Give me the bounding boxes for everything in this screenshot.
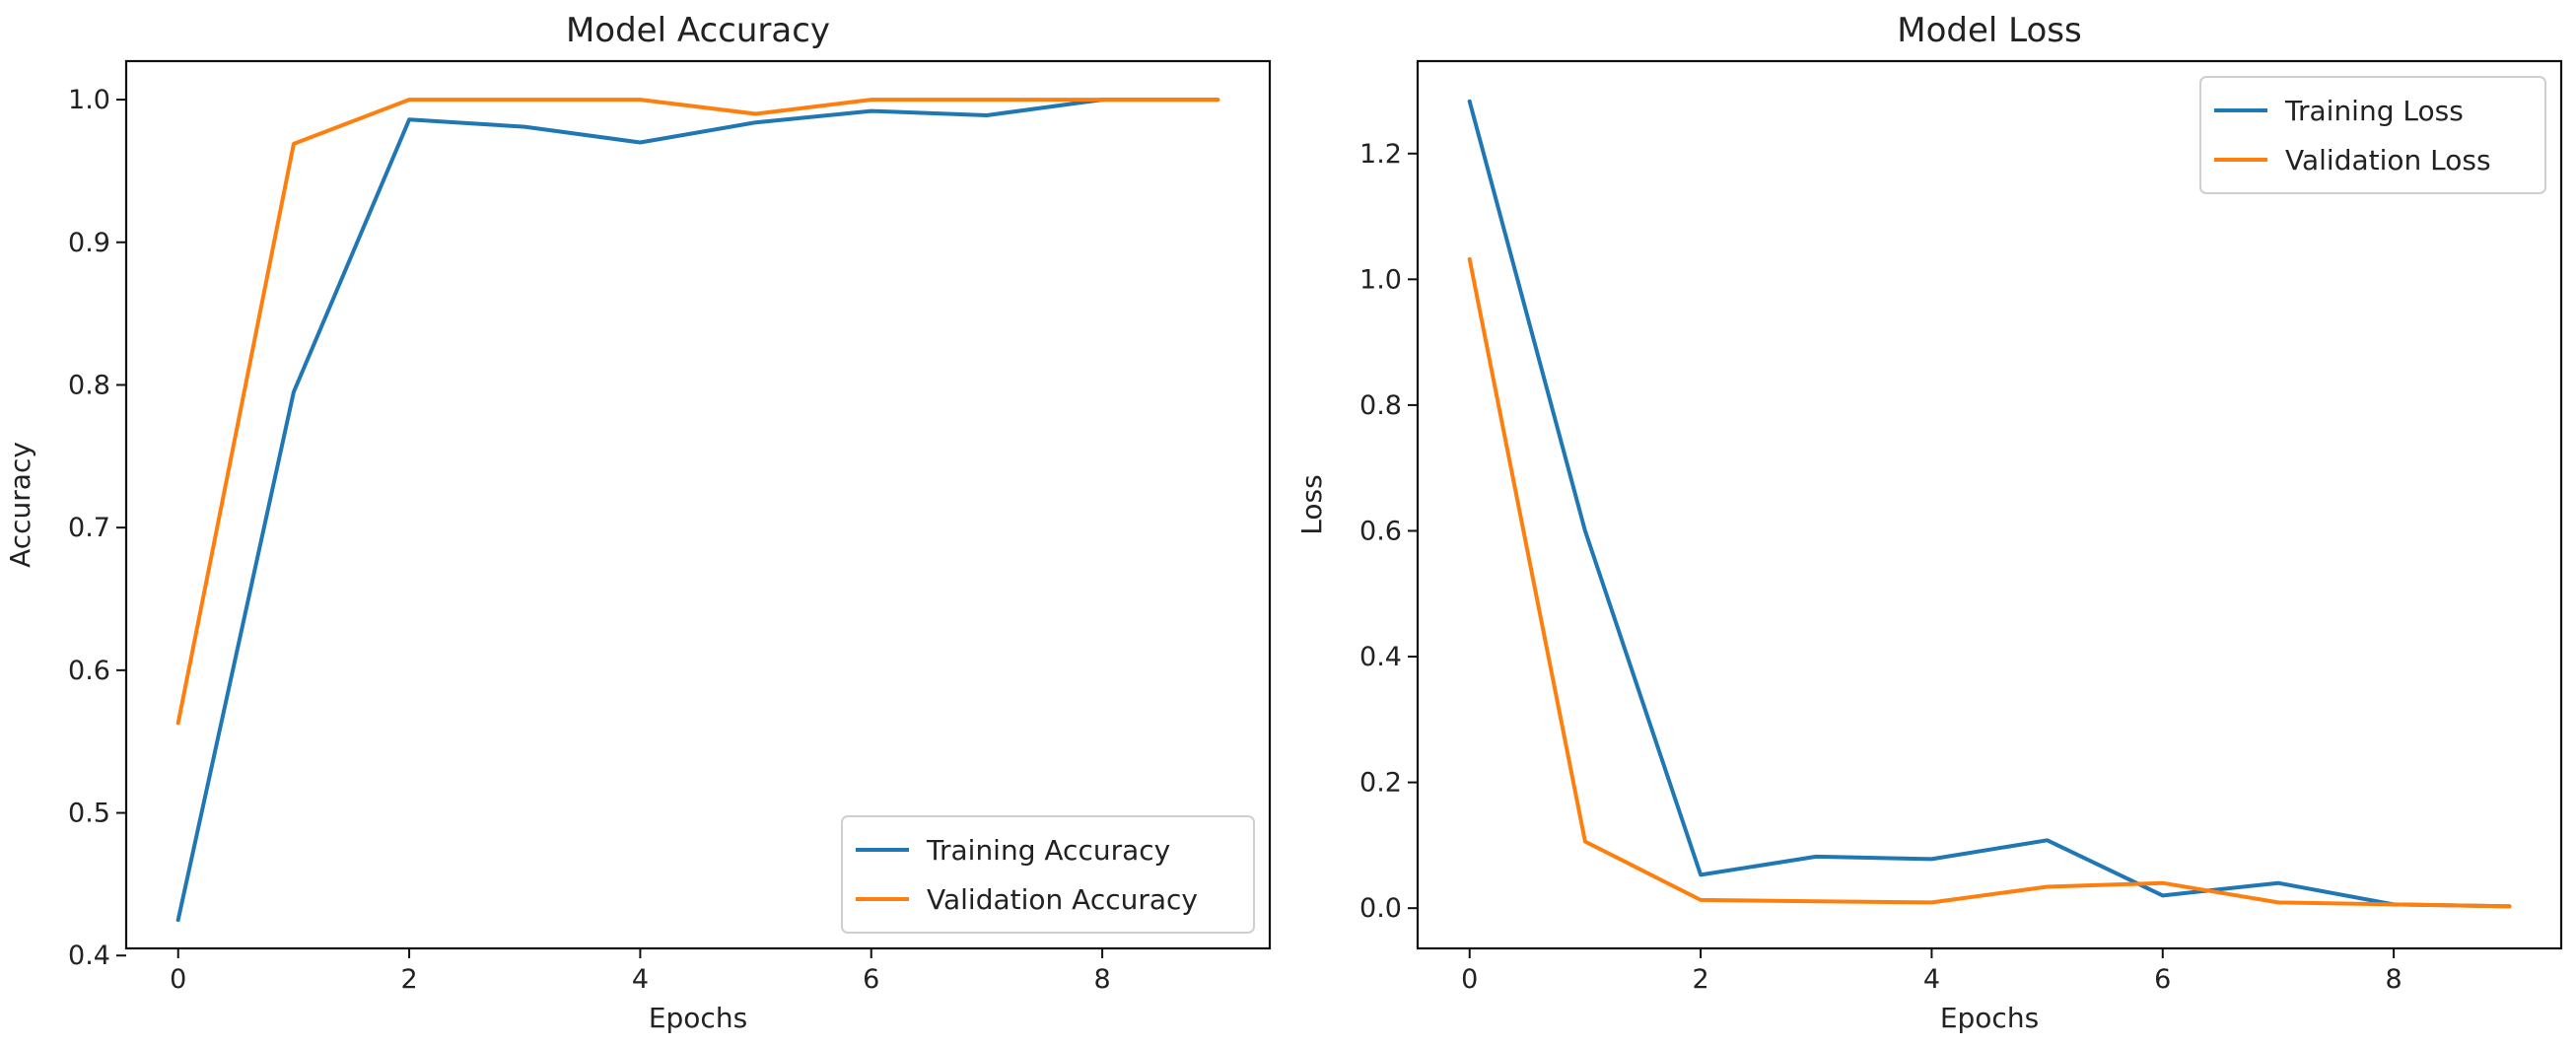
accuracy-x-axis-label: Epochs [649,1002,747,1034]
training-loss-legend-label: Training Loss [2284,95,2464,127]
accuracy-y-tick-label: 0.6 [68,656,110,686]
validation-accuracy-legend-label: Validation Accuracy [927,883,1198,916]
loss-y-tick-label: 0.6 [1359,516,1402,546]
accuracy-chart-title: Model Accuracy [566,11,830,50]
accuracy-y-tick-label: 0.5 [68,799,110,829]
accuracy-y-tick-label: 0.9 [68,228,110,258]
accuracy-y-tick-label: 1.0 [68,85,110,115]
loss-chart-title: Model Loss [1897,11,2081,50]
validation-loss-legend-label: Validation Loss [2285,144,2491,176]
loss-y-tick-label: 1.0 [1359,264,1402,295]
accuracy-series-lines [175,98,1220,923]
loss-y-tick-label: 1.2 [1359,139,1402,170]
loss-x-axis-label: Epochs [1940,1002,2039,1034]
loss-y-tick-label: 0.8 [1359,390,1402,421]
loss-y-tick-label: 0.0 [1359,893,1402,924]
loss-y-axis-label: Loss [1295,474,1328,534]
accuracy-x-tick-label: 6 [863,964,879,995]
loss-x-tick-label: 6 [2154,964,2171,995]
accuracy-x-tick-label: 8 [1094,964,1111,995]
loss-legend: Training Loss Validation Loss [2199,76,2546,194]
loss-x-tick-label: 0 [1461,964,1478,995]
accuracy-chart: Model Accuracy Epochs Accuracy 0 2 4 6 80.40… [4,11,1272,1034]
accuracy-y-tick-label: 0.8 [68,370,110,400]
training-accuracy-line [175,98,1220,923]
loss-series-lines [1467,99,2512,909]
loss-chart: Model Loss Epochs Loss 0 2 4 6 8 0.0 0.2 0.4 0.6… [1295,11,2563,1034]
loss-plot-frame [1416,59,2563,950]
loss-ticks: 0 2 4 6 8 0.0 0.2 0.4 0.6 0.8 1.0 1.2 [1359,139,2402,995]
validation-loss-line [1467,256,2512,909]
accuracy-y-tick-label: 0.7 [68,513,110,543]
loss-x-tick-label: 8 [2386,964,2402,995]
accuracy-legend-box [841,815,1255,934]
accuracy-y-tick-label: 0.4 [68,941,110,971]
accuracy-ticks: 0 2 4 6 8 0.4 0.5 0.6 0.7 0.8 0.9 1.0 [68,85,1111,995]
loss-y-tick-label: 0.4 [1359,642,1402,672]
validation-accuracy-line [175,98,1220,726]
loss-legend-box [2199,76,2546,194]
loss-y-tick-label: 0.2 [1359,768,1402,799]
accuracy-x-tick-label: 0 [170,964,186,995]
accuracy-x-tick-label: 4 [632,964,649,995]
training-loss-line [1467,99,2512,909]
loss-x-tick-label: 2 [1692,964,1708,995]
loss-x-tick-label: 4 [1923,964,1940,995]
training-accuracy-legend-label: Training Accuracy [926,834,1170,867]
accuracy-legend: Training Accuracy Validation Accuracy [841,815,1255,934]
accuracy-x-tick-label: 2 [400,964,417,995]
accuracy-y-axis-label: Accuracy [4,442,36,568]
accuracy-plot-frame [124,59,1272,950]
